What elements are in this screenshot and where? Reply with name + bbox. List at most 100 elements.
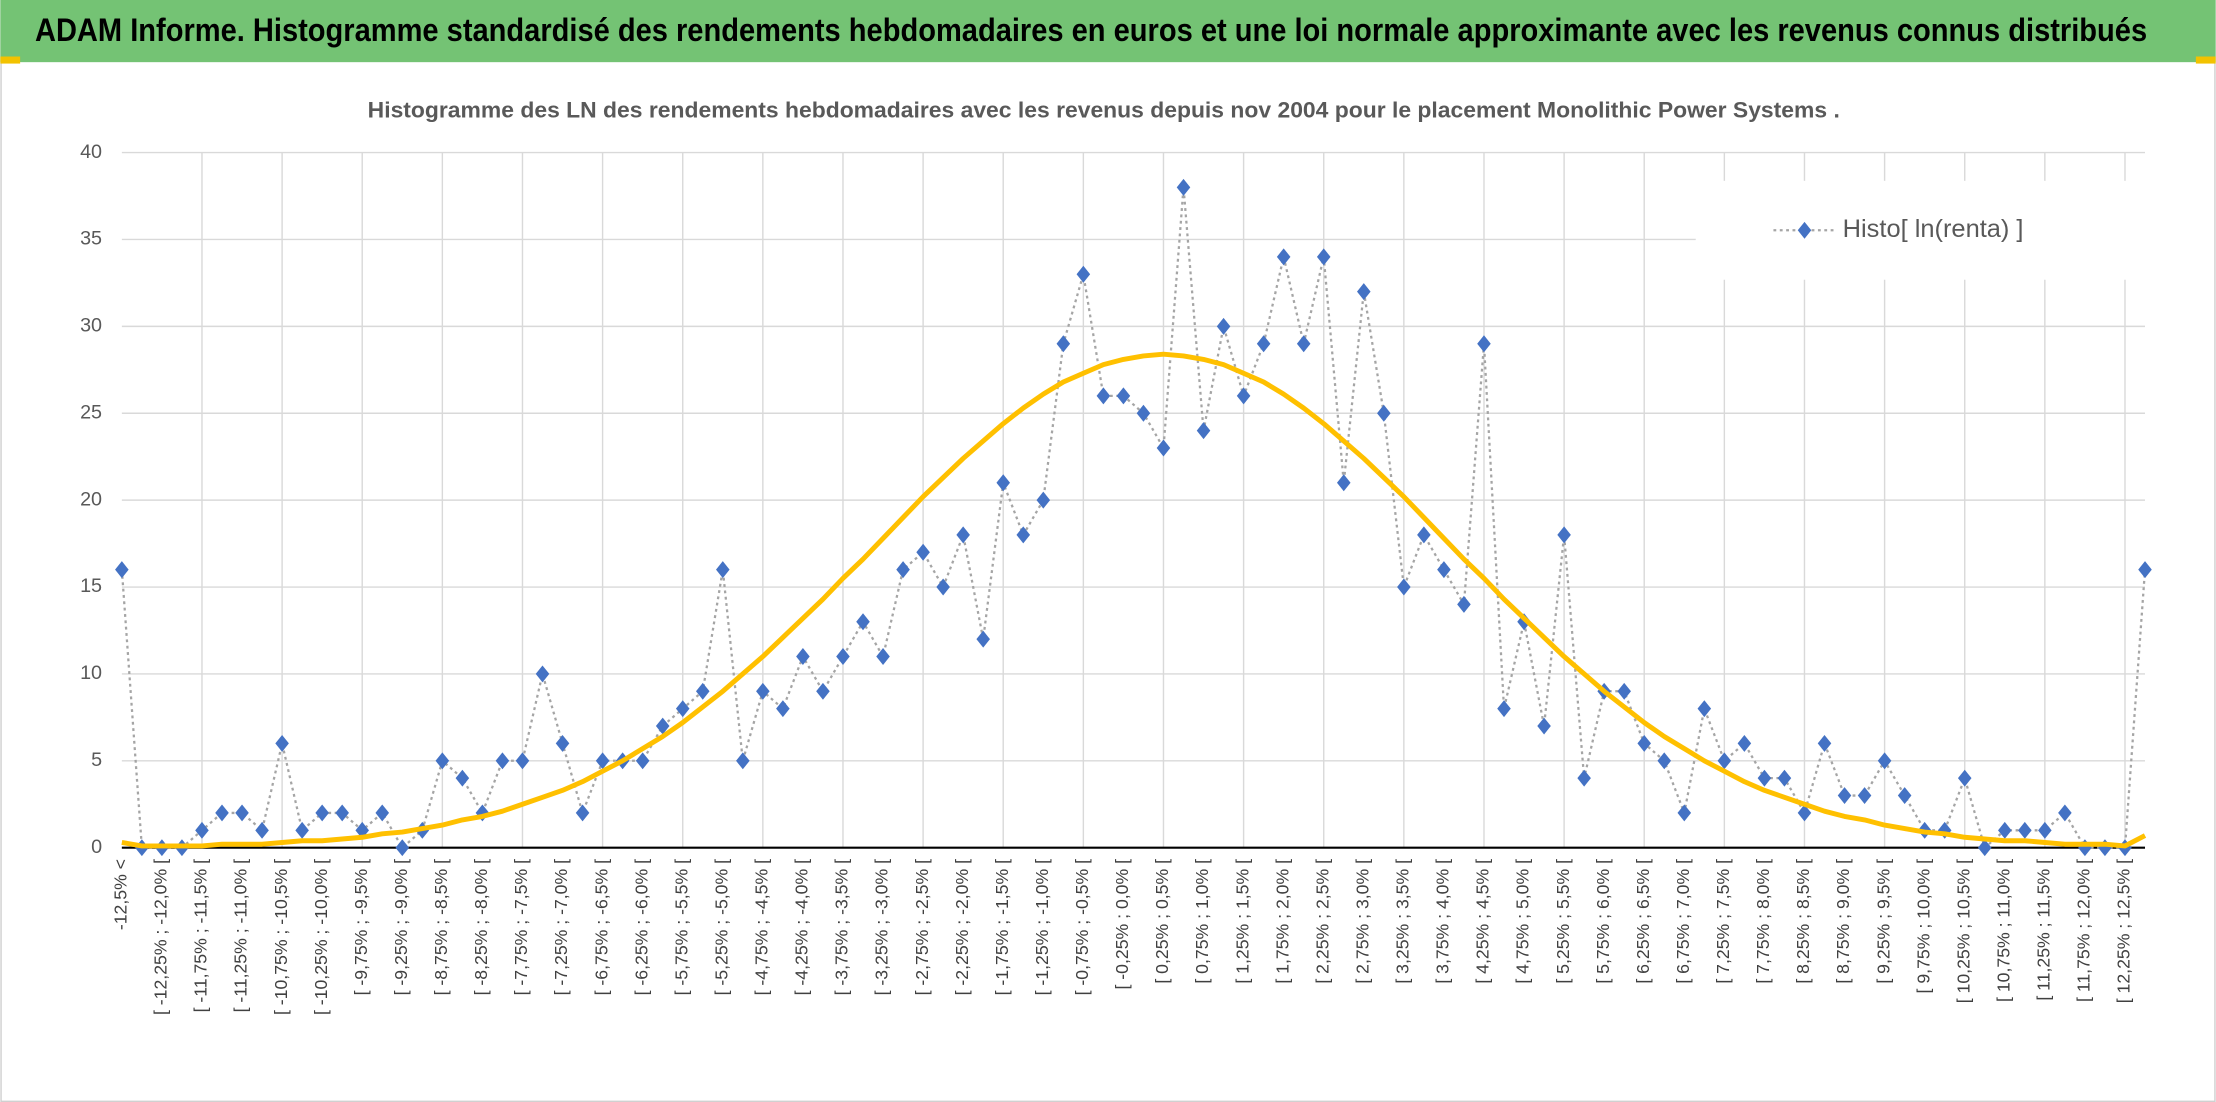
marker <box>1637 734 1652 752</box>
x-tick-label: [ 11,25% ; 11,5% [ <box>2034 859 2054 1001</box>
marker <box>1036 491 1051 509</box>
y-tick-label: 30 <box>80 315 102 337</box>
marker <box>435 752 450 770</box>
x-tick-label: [ 3,75% ; 4,0% [ <box>1433 859 1453 984</box>
marker <box>936 578 950 596</box>
chart-title: Histogramme des LN des rendements hebdom… <box>368 98 1840 123</box>
marker <box>2058 804 2072 822</box>
x-tick-label: [ 4,25% ; 4,5% [ <box>1473 859 1493 984</box>
x-tick-label: [ 2,75% ; 3,0% [ <box>1352 859 1372 984</box>
y-tick-label: 35 <box>80 228 102 250</box>
legend-box <box>1695 180 2184 280</box>
marker <box>2138 561 2152 579</box>
x-tick-label: [ -1,25% ; -1,0% [ <box>1032 859 1052 995</box>
x-tick-label: [ 7,75% ; 8,0% [ <box>1753 859 1773 984</box>
x-tick-label: [ -10,75% ; -10,5% [ <box>271 859 291 1015</box>
x-tick-label: [ -5,75% ; -5,5% [ <box>671 859 691 995</box>
marker <box>1096 387 1111 405</box>
y-tick-label: 25 <box>80 401 102 423</box>
x-tick-label: [ -3,75% ; -3,5% [ <box>832 859 852 995</box>
marker <box>2018 821 2032 839</box>
y-tick-label: 15 <box>80 575 102 597</box>
marker <box>1497 700 1511 718</box>
marker <box>1397 578 1411 596</box>
x-tick-label: [ -11,25% ; -11,0% [ <box>231 859 251 1013</box>
x-tick-label: [ -2,25% ; -2,0% [ <box>952 859 972 995</box>
marker <box>195 821 209 839</box>
x-tick-label: [ -4,75% ; -4,5% [ <box>752 859 772 995</box>
x-tick-label: [ 6,25% ; 6,5% [ <box>1633 859 1653 984</box>
marker <box>1477 335 1491 353</box>
marker <box>1737 734 1752 752</box>
x-tick-label: [ 11,75% ; 12,0% [ <box>2074 859 2094 1002</box>
x-tick-label: [ -9,25% ; -9,0% [ <box>391 859 411 995</box>
page-title: ADAM Informe. Histogramme standardisé de… <box>35 12 2147 48</box>
marker <box>1377 404 1391 422</box>
marker <box>976 630 990 648</box>
marker <box>1216 317 1231 335</box>
x-tick-label: [ -6,25% ; -6,0% [ <box>631 859 651 995</box>
marker <box>1657 752 1672 770</box>
normal-curve <box>121 351 2147 849</box>
x-tick-label: [ 9,25% ; 9,5% [ <box>1873 859 1893 984</box>
marker <box>1136 404 1151 422</box>
legend-marker <box>1797 221 1812 239</box>
marker <box>1236 387 1251 405</box>
x-tick-label: [ -6,75% ; -6,5% [ <box>591 859 611 995</box>
marker <box>1877 752 1892 770</box>
marker <box>1998 821 2012 839</box>
x-tick-label: [ 2,25% ; 2,5% [ <box>1312 859 1332 984</box>
marker <box>495 752 510 770</box>
marker <box>1176 178 1191 196</box>
title-banner <box>0 0 2216 63</box>
x-tick-label: [ -0,25% ; 0,0% [ <box>1112 859 1132 990</box>
marker <box>1316 248 1331 266</box>
x-tick-label: [ -8,25% ; -8,0% [ <box>471 859 491 995</box>
x-tick-label: [ 12,25% ; 12,5% [ <box>2114 859 2134 1003</box>
corner <box>2195 56 2216 64</box>
marker <box>1336 474 1351 492</box>
grid <box>121 151 2146 849</box>
x-tick-label: [ -9,75% ; -9,5% [ <box>351 859 371 995</box>
y-tick-label: 0 <box>91 836 102 858</box>
x-tick-label: [ 1,25% ; 1,5% [ <box>1232 859 1252 984</box>
x-tick-label: [ 7,25% ; 7,5% [ <box>1713 859 1733 984</box>
marker <box>1196 422 1211 440</box>
x-tick-label: [ 0,25% ; 0,5% [ <box>1152 859 1172 984</box>
marker <box>675 700 690 718</box>
marker <box>1777 769 1792 787</box>
x-tick-label: [ -12,25% ; -12,0% [ <box>151 859 171 1015</box>
marker <box>595 752 610 770</box>
marker <box>375 804 390 822</box>
x-tick-label: [ 1,75% ; 2,0% [ <box>1272 859 1292 984</box>
marker <box>2038 821 2052 839</box>
marker <box>635 752 650 770</box>
marker <box>1717 752 1732 770</box>
marker <box>395 839 410 857</box>
marker <box>515 752 530 770</box>
marker <box>335 804 349 822</box>
x-tick-label: [ 3,25% ; 3,5% [ <box>1393 859 1413 984</box>
y-tick-label: 40 <box>80 141 102 163</box>
x-tick-label: [ -4,25% ; -4,0% [ <box>792 859 812 995</box>
marker <box>115 561 129 579</box>
marker <box>1076 265 1091 283</box>
x-tick-label: [ -11,75% ; -11,5% [ <box>191 859 211 1013</box>
x-tick-label: [ 0,75% ; 1,0% [ <box>1192 859 1212 984</box>
marker <box>455 769 470 787</box>
marker <box>1116 387 1131 405</box>
x-tick-label: [ -1,75% ; -1,5% [ <box>992 859 1012 995</box>
x-tick-label: [ 4,75% ; 5,0% [ <box>1513 859 1533 984</box>
marker <box>1156 439 1171 457</box>
legend-label: Histo[ ln(renta) ] <box>1843 215 2024 243</box>
x-tick-label: [ 10,25% ; 10,5% [ <box>1953 859 1973 1003</box>
corner <box>0 56 21 64</box>
y-tick-label: 10 <box>80 662 102 684</box>
series-line <box>120 187 2147 850</box>
marker <box>836 648 850 666</box>
marker <box>876 648 890 666</box>
x-tick-label: [ -2,75% ; -2,5% [ <box>912 859 932 995</box>
marker <box>695 682 710 700</box>
